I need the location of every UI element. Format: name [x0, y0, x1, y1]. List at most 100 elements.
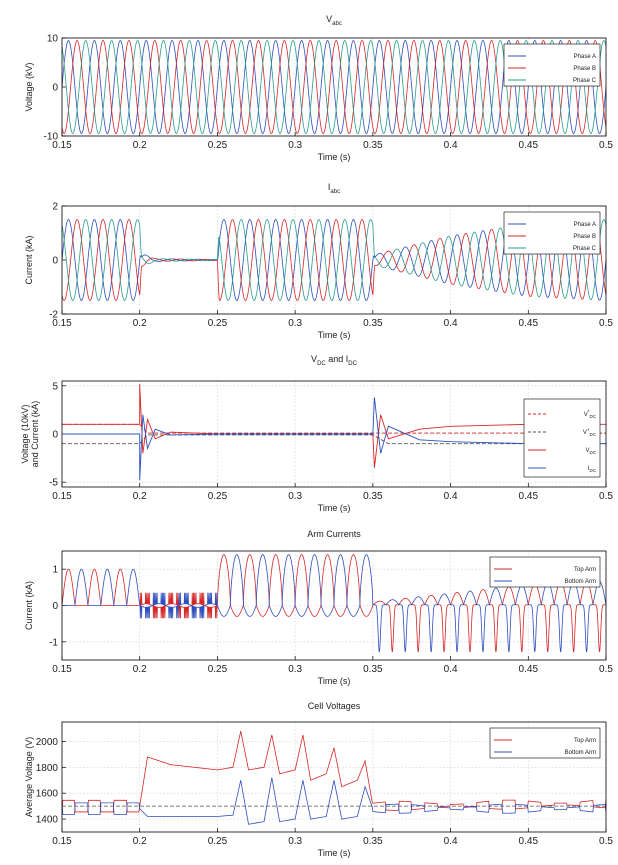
- chart-title: Arm Currents: [307, 529, 361, 539]
- y-tick-label: -2: [49, 310, 58, 321]
- x-tick-label: 0.25: [208, 664, 228, 675]
- x-tick-label: 0.4: [444, 318, 458, 329]
- x-tick-label: 0.15: [52, 664, 72, 675]
- chart-title: Iabc: [328, 182, 340, 195]
- x-axis-label: Time (s): [318, 330, 351, 340]
- y-tick-label: 2000: [36, 737, 59, 748]
- legend: [523, 398, 601, 478]
- x-tick-label: 0.5: [599, 318, 613, 329]
- x-axis-label: Time (s): [318, 152, 351, 162]
- x-tick-label: 0.5: [599, 664, 613, 675]
- legend: [503, 211, 601, 255]
- plot-area: [61, 37, 607, 137]
- x-tick-label: 0.5: [599, 836, 613, 847]
- series-line-idc: [62, 397, 606, 481]
- y-tick-label: -10: [44, 132, 59, 143]
- y-tick-label: 1600: [36, 789, 59, 800]
- x-tick-label: 0.35: [363, 664, 383, 675]
- x-tick-label: 0.4: [444, 140, 458, 151]
- legend-label: Bottom Arm: [565, 750, 596, 756]
- x-tick-label: 0.25: [208, 318, 228, 329]
- plot-area: [61, 205, 607, 315]
- panel-iabc: 0.15 0.2 0.25 0.3 0.35 0.4 0.45 0.5 2 0 -2 Time (s)…: [24, 182, 613, 340]
- y-tick-label: 2: [52, 202, 58, 213]
- chart-title: Cell Voltages: [308, 701, 361, 711]
- y-axis-label: Average Voltage (V): [24, 737, 34, 817]
- x-tick-label: 0.45: [519, 491, 539, 502]
- x-tick-label: 0.3: [288, 664, 302, 675]
- y-tick-label: 10: [47, 34, 59, 45]
- x-axis-label: Time (s): [318, 676, 351, 686]
- series-line-top-arm: [62, 730, 606, 813]
- legend-label: V+DC: [583, 427, 597, 437]
- x-axis-label: Time (s): [318, 503, 351, 513]
- legend-label: VDC: [585, 448, 596, 455]
- x-tick-label: 0.2: [133, 664, 147, 675]
- x-tick-label: 0.3: [288, 140, 302, 151]
- legend-label: Bottom Arm: [565, 579, 596, 585]
- legend-label: Phase C: [573, 246, 597, 252]
- x-tick-label: 0.15: [52, 318, 72, 329]
- x-tick-label: 0.4: [444, 664, 458, 675]
- panel-arm-currents: 0.15 0.2 0.25 0.3 0.35 0.4 0.45 0.5 1 0 -1 Time (s)…: [24, 529, 613, 686]
- y-axis-label: Current (kA): [24, 235, 34, 284]
- series-line-phase-c: [62, 219, 606, 301]
- y-tick-label: -5: [49, 478, 58, 489]
- x-tick-label: 0.45: [519, 664, 539, 675]
- x-tick-label: 0.15: [52, 491, 72, 502]
- legend-label: Top Arm: [574, 567, 596, 573]
- x-tick-label: 0.35: [363, 140, 383, 151]
- legend: [503, 43, 601, 87]
- y-tick-label: 1800: [36, 763, 59, 774]
- series-line-phase-c: [62, 39, 606, 135]
- plot-area: [61, 550, 607, 661]
- x-tick-label: 0.25: [208, 140, 228, 151]
- legend: [489, 727, 601, 759]
- series-line-bottom-arm: [62, 554, 606, 653]
- legend-label: Top Arm: [574, 738, 596, 744]
- x-tick-label: 0.4: [444, 491, 458, 502]
- y-tick-label: 0: [52, 83, 58, 94]
- x-tick-label: 0.25: [208, 491, 228, 502]
- x-tick-label: 0.3: [288, 836, 302, 847]
- panel-cell-voltages: 0.15 0.2 0.25 0.3 0.35 0.4 0.45 0.5 2000 1800 1600…: [24, 701, 613, 858]
- y-tick-label: 0: [52, 430, 58, 441]
- x-tick-label: 0.15: [52, 140, 72, 151]
- y-tick-label: 1: [52, 565, 58, 576]
- legend-label: V*DC: [584, 409, 597, 419]
- x-tick-label: 0.15: [52, 836, 72, 847]
- legend-label: Phase A: [574, 54, 596, 60]
- x-tick-label: 0.2: [133, 491, 147, 502]
- x-tick-label: 0.2: [133, 140, 147, 151]
- y-tick-label: 1400: [36, 815, 59, 826]
- x-tick-label: 0.5: [599, 491, 613, 502]
- y-axis-label: Voltage (kV): [24, 62, 34, 111]
- chart-title: Vabc: [326, 14, 342, 27]
- y-tick-label: -1: [49, 637, 58, 648]
- x-tick-label: 0.25: [208, 836, 228, 847]
- panel-vabc: 0.15 0.2 0.25 0.3 0.35 0.4 0.45 0.5 10 0 -10 Time (…: [24, 14, 613, 162]
- x-axis-label: Time (s): [318, 848, 351, 858]
- series-line-vdc: [62, 434, 606, 445]
- legend: [489, 556, 601, 588]
- x-tick-label: 0.35: [363, 836, 383, 847]
- series-line-phase-a: [62, 219, 606, 301]
- plot-area: [61, 380, 607, 488]
- x-tick-label: 0.3: [288, 491, 302, 502]
- x-tick-label: 0.2: [133, 318, 147, 329]
- legend-label: IDC: [588, 466, 597, 473]
- legend-label: Phase B: [573, 66, 596, 72]
- y-tick-label: 0: [52, 256, 58, 267]
- legend-label: Phase A: [574, 222, 596, 228]
- x-tick-label: 0.35: [363, 318, 383, 329]
- x-tick-label: 0.2: [133, 836, 147, 847]
- y-tick-label: 0: [52, 601, 58, 612]
- legend-label: Phase B: [573, 234, 596, 240]
- panel-vdc-idc: 0.15 0.2 0.25 0.3 0.35 0.4 0.45 0.5 5 0 -5 Time (s)…: [20, 354, 613, 513]
- x-tick-label: 0.5: [599, 140, 613, 151]
- x-tick-label: 0.3: [288, 318, 302, 329]
- y-tick-label: 5: [52, 381, 58, 392]
- chart-title: VDC and IDC: [311, 354, 358, 367]
- x-tick-label: 0.45: [519, 140, 539, 151]
